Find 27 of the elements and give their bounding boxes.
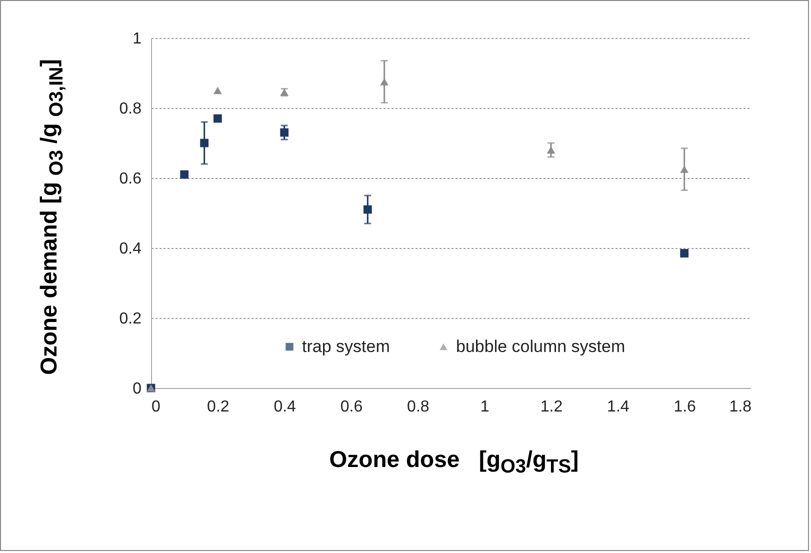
y-tick-label: 0.6	[119, 170, 142, 188]
legend-label: bubble column system	[456, 336, 626, 356]
y-tick-label: 0.2	[119, 310, 142, 328]
point	[380, 78, 389, 86]
x-tick-label: 0.2	[207, 398, 230, 416]
point	[180, 170, 189, 179]
y-tick-label: 0	[132, 380, 142, 398]
x-tick-label: 0.8	[407, 398, 430, 416]
x-tick-label: 1.2	[540, 398, 563, 416]
x-tick-label: 0.4	[274, 398, 296, 416]
point	[200, 138, 209, 148]
x-tick-label: 1.8	[729, 398, 752, 416]
point	[280, 128, 289, 137]
point	[213, 86, 222, 94]
point	[680, 166, 689, 173]
x-tick-label: 0	[152, 398, 160, 416]
point	[363, 205, 372, 214]
x-axis-title: Ozone dose [g$_{O3}$/g$_{TS}$]	[329, 446, 579, 479]
x-tick-label: 1.4	[607, 398, 630, 416]
y-tick-label: 0.4	[119, 240, 142, 258]
y-tick-label: 1	[132, 30, 142, 48]
legend-label: trap system	[302, 336, 390, 356]
point	[213, 114, 222, 123]
x-tick-label: 1	[480, 398, 490, 416]
x-tick-label: 0.6	[340, 398, 363, 416]
y-tick-label: 0.8	[119, 100, 142, 118]
x-tick-label: 1.6	[674, 398, 696, 416]
